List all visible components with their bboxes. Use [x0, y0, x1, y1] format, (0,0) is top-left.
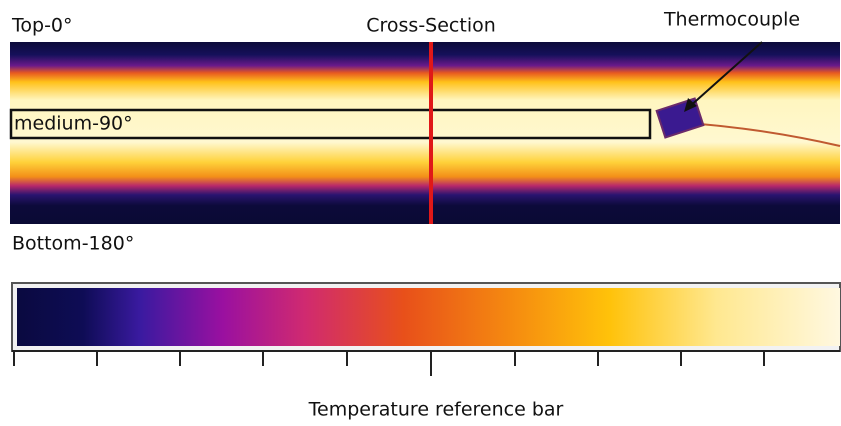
page: Top-0° Cross-Section Thermocouple medium…	[0, 0, 841, 426]
thermocouple-label: Thermocouple	[663, 9, 800, 31]
bottom-label: Bottom-180°	[12, 233, 134, 255]
thermal-image	[10, 42, 840, 224]
bar-ticks	[12, 351, 840, 376]
medium-label: medium-90°	[14, 113, 133, 135]
top-label: Top-0°	[11, 15, 73, 37]
reference-bar	[17, 288, 840, 346]
reference-bar-caption: Temperature reference bar	[308, 399, 564, 421]
cross-section-label: Cross-Section	[366, 15, 496, 37]
figure: Top-0° Cross-Section Thermocouple medium…	[0, 0, 841, 426]
